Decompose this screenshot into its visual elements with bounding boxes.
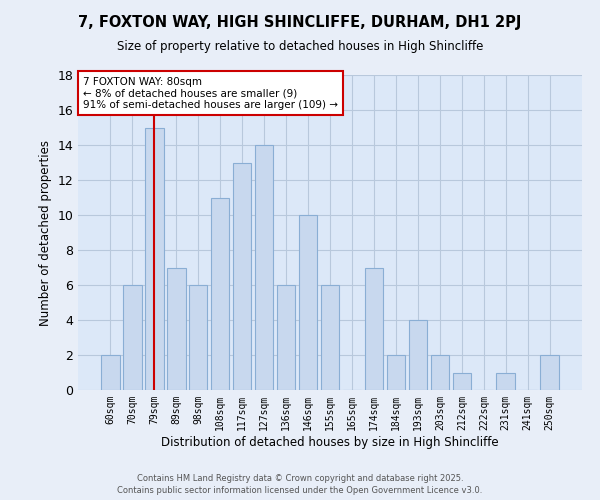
Bar [541,355,559,390]
Bar [189,285,208,390]
Text: 7 FOXTON WAY: 80sqm
← 8% of detached houses are smaller (9)
91% of semi-detached: 7 FOXTON WAY: 80sqm ← 8% of detached hou… [83,76,338,110]
Bar [452,372,471,390]
Bar [123,285,142,390]
Bar [255,145,274,390]
Bar [496,372,515,390]
Text: Size of property relative to detached houses in High Shincliffe: Size of property relative to detached ho… [117,40,483,53]
Bar [167,268,185,390]
Bar [145,128,164,390]
Bar [211,198,229,390]
Bar [320,285,340,390]
Bar [101,355,119,390]
Text: Contains HM Land Registry data © Crown copyright and database right 2025.
Contai: Contains HM Land Registry data © Crown c… [118,474,482,495]
X-axis label: Distribution of detached houses by size in High Shincliffe: Distribution of detached houses by size … [161,436,499,448]
Bar [299,215,317,390]
Text: 7, FOXTON WAY, HIGH SHINCLIFFE, DURHAM, DH1 2PJ: 7, FOXTON WAY, HIGH SHINCLIFFE, DURHAM, … [79,15,521,30]
Y-axis label: Number of detached properties: Number of detached properties [39,140,52,326]
Bar [365,268,383,390]
Bar [431,355,449,390]
Bar [277,285,295,390]
Bar [409,320,427,390]
Bar [233,162,251,390]
Bar [386,355,405,390]
